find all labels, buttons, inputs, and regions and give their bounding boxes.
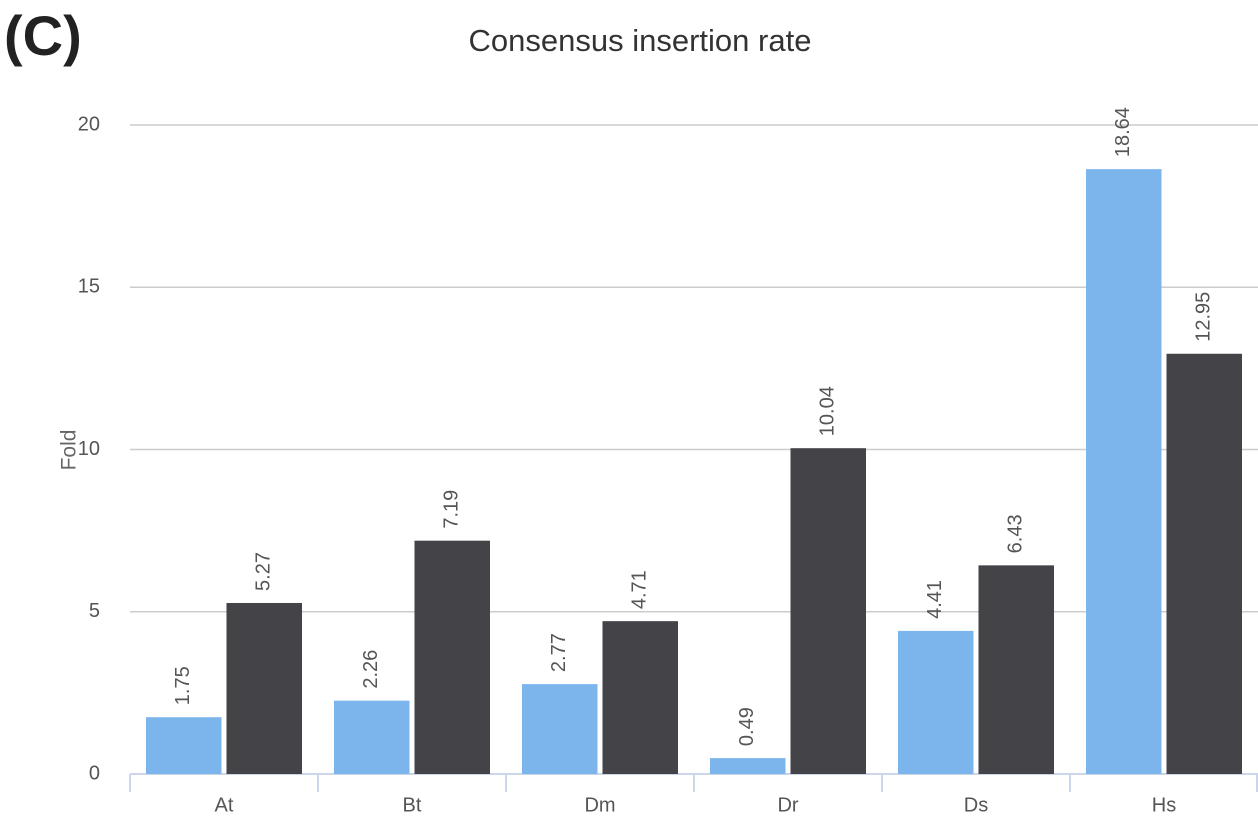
bar (1086, 169, 1162, 774)
x-tick-label: Ds (964, 794, 988, 816)
bar (790, 448, 866, 774)
bar (334, 700, 410, 774)
y-tick-label: 5 (89, 600, 100, 622)
panel-label: (C) (4, 4, 82, 67)
bar (1166, 353, 1242, 774)
bar (414, 540, 490, 774)
value-label: 4.41 (924, 580, 946, 619)
value-label: 18.64 (1112, 107, 1134, 157)
y-tick-label: 20 (78, 113, 100, 135)
bar (898, 630, 974, 774)
value-label: 2.77 (548, 633, 570, 672)
value-label: 0.49 (736, 707, 758, 746)
value-label: 1.75 (172, 666, 194, 705)
value-label: 4.71 (629, 570, 651, 609)
x-tick-label: Hs (1152, 794, 1176, 816)
bar (522, 684, 598, 774)
value-label: 2.26 (360, 650, 382, 689)
bar (146, 717, 222, 774)
value-label: 6.43 (1005, 514, 1027, 553)
value-label: 7.19 (441, 490, 463, 529)
bar (226, 602, 302, 774)
y-tick-label: 10 (78, 438, 100, 460)
x-tick-label: Dm (584, 794, 615, 816)
x-tick-label: Bt (403, 794, 422, 816)
y-tick-label: 15 (78, 276, 100, 298)
chart-title: Consensus insertion rate (469, 23, 812, 58)
x-tick-label: Dr (777, 794, 798, 816)
value-label: 10.04 (817, 386, 839, 436)
y-tick-label: 0 (89, 762, 100, 784)
value-label: 12.95 (1193, 292, 1215, 342)
bar (978, 565, 1054, 774)
y-axis-label: Fold (58, 430, 81, 471)
x-tick-label: At (215, 794, 234, 816)
bar (602, 621, 678, 774)
value-label: 5.27 (253, 552, 275, 591)
bar (710, 758, 786, 774)
